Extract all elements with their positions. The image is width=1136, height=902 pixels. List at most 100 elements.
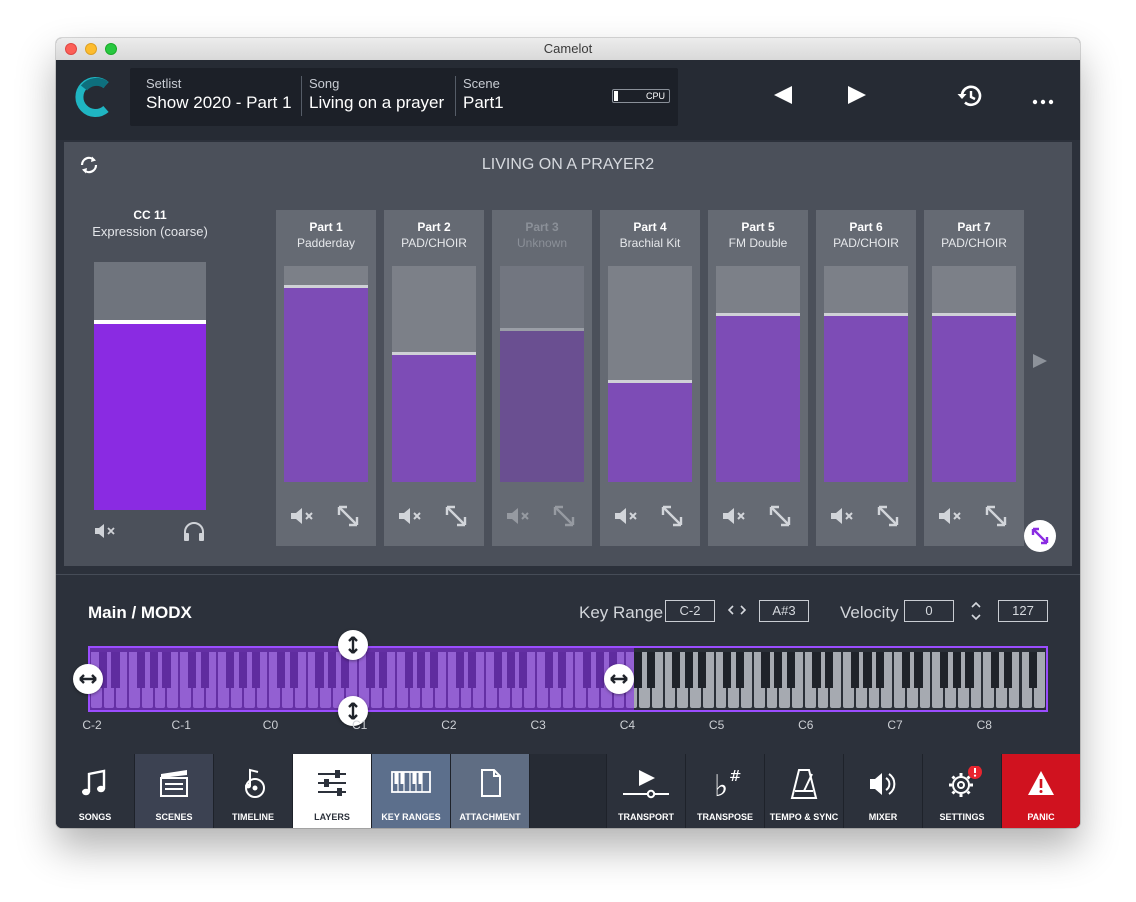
white-key[interactable] bbox=[702, 652, 714, 708]
part-volume-slider[interactable] bbox=[284, 266, 368, 482]
key-range-shift-icon[interactable] bbox=[727, 603, 747, 620]
tab-scenes[interactable]: SCENES bbox=[135, 754, 213, 828]
part-strip[interactable]: Part 5 FM Double bbox=[708, 210, 808, 546]
part-strip[interactable]: Part 7 PAD/CHOIR bbox=[924, 210, 1024, 546]
white-key[interactable] bbox=[881, 652, 893, 708]
black-key[interactable] bbox=[672, 652, 681, 688]
mute-icon[interactable] bbox=[506, 506, 534, 531]
part-volume-slider[interactable] bbox=[500, 266, 584, 482]
headphones-icon[interactable] bbox=[182, 520, 206, 547]
mute-icon[interactable] bbox=[722, 506, 750, 531]
white-key[interactable] bbox=[1021, 652, 1033, 708]
tab-songs[interactable]: SONGS bbox=[56, 754, 134, 828]
white-key[interactable] bbox=[639, 652, 650, 708]
velocity-high-field[interactable]: 127 bbox=[998, 600, 1048, 622]
black-key[interactable] bbox=[990, 652, 1000, 688]
black-key[interactable] bbox=[1029, 652, 1038, 688]
expand-icon[interactable] bbox=[660, 504, 684, 533]
range-high-handle[interactable] bbox=[604, 664, 634, 694]
black-key[interactable] bbox=[1003, 652, 1012, 688]
black-key[interactable] bbox=[914, 652, 923, 688]
tab-key-ranges[interactable]: KEY RANGES bbox=[372, 754, 450, 828]
black-key[interactable] bbox=[876, 652, 885, 688]
black-key[interactable] bbox=[825, 652, 834, 688]
part-volume-handle[interactable] bbox=[932, 313, 1016, 316]
velocity-low-field[interactable]: 0 bbox=[904, 600, 954, 622]
part-strip[interactable]: Part 6 PAD/CHOIR bbox=[816, 210, 916, 546]
white-key[interactable] bbox=[753, 652, 765, 708]
part-volume-slider[interactable] bbox=[608, 266, 692, 482]
key-range-low-field[interactable]: C-2 bbox=[665, 600, 715, 622]
white-key[interactable] bbox=[894, 652, 905, 708]
white-key[interactable] bbox=[1008, 652, 1020, 708]
black-key[interactable] bbox=[761, 652, 770, 688]
close-window-button[interactable] bbox=[65, 43, 77, 55]
mute-icon[interactable] bbox=[398, 506, 426, 531]
mute-icon[interactable] bbox=[830, 506, 858, 531]
black-key[interactable] bbox=[646, 652, 655, 688]
scene-field[interactable]: Scene Part1 bbox=[463, 76, 504, 113]
previous-icon[interactable] bbox=[772, 84, 794, 111]
white-key[interactable] bbox=[817, 652, 829, 708]
mute-icon[interactable] bbox=[94, 522, 118, 545]
part-strip[interactable]: Part 1 Padderday bbox=[276, 210, 376, 546]
white-key[interactable] bbox=[957, 652, 969, 708]
tab-layers[interactable]: LAYERS bbox=[293, 754, 371, 828]
black-key[interactable] bbox=[965, 652, 974, 688]
next-icon[interactable] bbox=[846, 84, 868, 111]
black-key[interactable] bbox=[786, 652, 796, 688]
expand-all-button[interactable] bbox=[1024, 520, 1056, 552]
setlist-field[interactable]: Setlist Show 2020 - Part 1 bbox=[146, 76, 292, 113]
white-key[interactable] bbox=[741, 652, 752, 708]
white-key[interactable] bbox=[804, 652, 816, 708]
black-key[interactable] bbox=[774, 652, 783, 688]
white-key[interactable] bbox=[855, 652, 867, 708]
black-key[interactable] bbox=[736, 652, 745, 688]
black-key[interactable] bbox=[863, 652, 872, 688]
white-key[interactable] bbox=[919, 652, 931, 708]
black-key[interactable] bbox=[634, 652, 643, 688]
white-key[interactable] bbox=[932, 652, 943, 708]
tab-transport[interactable]: TRANSPORT bbox=[607, 754, 685, 828]
white-key[interactable] bbox=[996, 652, 1007, 708]
black-key[interactable] bbox=[952, 652, 961, 688]
part-volume-slider[interactable] bbox=[392, 266, 476, 482]
part-strip[interactable]: Part 2 PAD/CHOIR bbox=[384, 210, 484, 546]
expand-icon[interactable] bbox=[552, 504, 576, 533]
part-volume-slider[interactable] bbox=[824, 266, 908, 482]
refresh-icon[interactable] bbox=[78, 154, 100, 176]
more-icon[interactable] bbox=[1032, 92, 1054, 110]
white-key[interactable] bbox=[690, 652, 701, 708]
piano-keyboard[interactable] bbox=[88, 646, 1048, 712]
part-volume-slider[interactable] bbox=[932, 266, 1016, 482]
cc-slider-handle[interactable] bbox=[94, 320, 206, 324]
mute-icon[interactable] bbox=[290, 506, 318, 531]
cc-slider[interactable] bbox=[94, 262, 206, 510]
setlist-box[interactable]: Setlist Show 2020 - Part 1 Song Living o… bbox=[130, 68, 678, 126]
white-key[interactable] bbox=[1034, 652, 1045, 708]
white-key[interactable] bbox=[906, 652, 918, 708]
white-key[interactable] bbox=[779, 652, 791, 708]
white-key[interactable] bbox=[664, 652, 676, 708]
tab-mixer[interactable]: MIXER bbox=[844, 754, 922, 828]
mute-icon[interactable] bbox=[614, 506, 642, 531]
black-key[interactable] bbox=[850, 652, 859, 688]
white-key[interactable] bbox=[970, 652, 982, 708]
tab-transpose[interactable]: ♭ # TRANSPOSE bbox=[686, 754, 764, 828]
zoom-window-button[interactable] bbox=[105, 43, 117, 55]
white-key[interactable] bbox=[792, 652, 803, 708]
white-key[interactable] bbox=[766, 652, 778, 708]
white-key[interactable] bbox=[677, 652, 689, 708]
black-key[interactable] bbox=[901, 652, 910, 688]
part-volume-handle[interactable] bbox=[824, 313, 908, 316]
velocity-shift-icon[interactable] bbox=[969, 599, 983, 626]
tab-tempo-sync[interactable]: TEMPO & SYNC bbox=[765, 754, 843, 828]
part-volume-handle[interactable] bbox=[392, 352, 476, 355]
part-volume-handle[interactable] bbox=[284, 285, 368, 288]
tab-panic[interactable]: PANIC bbox=[1002, 754, 1080, 828]
expand-icon[interactable] bbox=[444, 504, 468, 533]
expand-icon[interactable] bbox=[876, 504, 900, 533]
expand-icon[interactable] bbox=[984, 504, 1008, 533]
black-key[interactable] bbox=[939, 652, 949, 688]
white-key[interactable] bbox=[843, 652, 854, 708]
